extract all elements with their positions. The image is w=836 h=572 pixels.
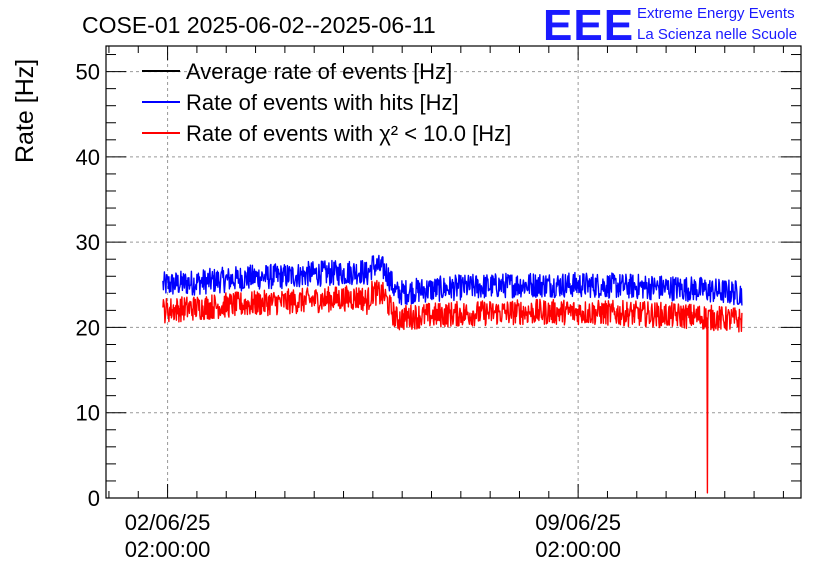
- y-tick-label: 40: [76, 145, 100, 170]
- y-tick-label: 0: [88, 486, 100, 511]
- eee-logo: EEE Extreme Energy Events La Scienza nel…: [543, 1, 797, 50]
- y-tick-labels: 0 10 20 30 40 50: [76, 60, 100, 511]
- legend-label-average: Average rate of events [Hz]: [186, 59, 452, 84]
- legend: Average rate of events [Hz] Rate of even…: [142, 59, 511, 146]
- series-line-1: [162, 254, 743, 306]
- axis-ticks: [106, 46, 801, 499]
- logo-letters: EEE: [543, 1, 634, 50]
- x-tick-label-date: 09/06/25: [535, 510, 621, 535]
- grid: [106, 46, 801, 498]
- y-tick-label: 10: [76, 401, 100, 426]
- logo-line2: La Scienza nelle Scuole: [637, 26, 797, 43]
- y-tick-label: 50: [76, 60, 100, 85]
- x-tick-label-time: 02:00:00: [535, 537, 621, 562]
- logo-line1: Extreme Energy Events: [637, 5, 795, 22]
- plot-frame: [105, 45, 802, 499]
- legend-label-chi2: Rate of events with χ² < 10.0 [Hz]: [186, 121, 511, 146]
- legend-label-hits: Rate of events with hits [Hz]: [186, 90, 459, 115]
- series-lines: [162, 254, 743, 494]
- y-tick-label: 30: [76, 230, 100, 255]
- x-tick-label-time: 02:00:00: [125, 537, 211, 562]
- y-axis-label: Rate [Hz]: [11, 59, 39, 163]
- x-tick-label-date: 02/06/25: [125, 510, 211, 535]
- series-line-2: [162, 279, 743, 494]
- chart-title: COSE-01 2025-06-02--2025-06-11: [82, 12, 436, 38]
- y-tick-label: 20: [76, 315, 100, 340]
